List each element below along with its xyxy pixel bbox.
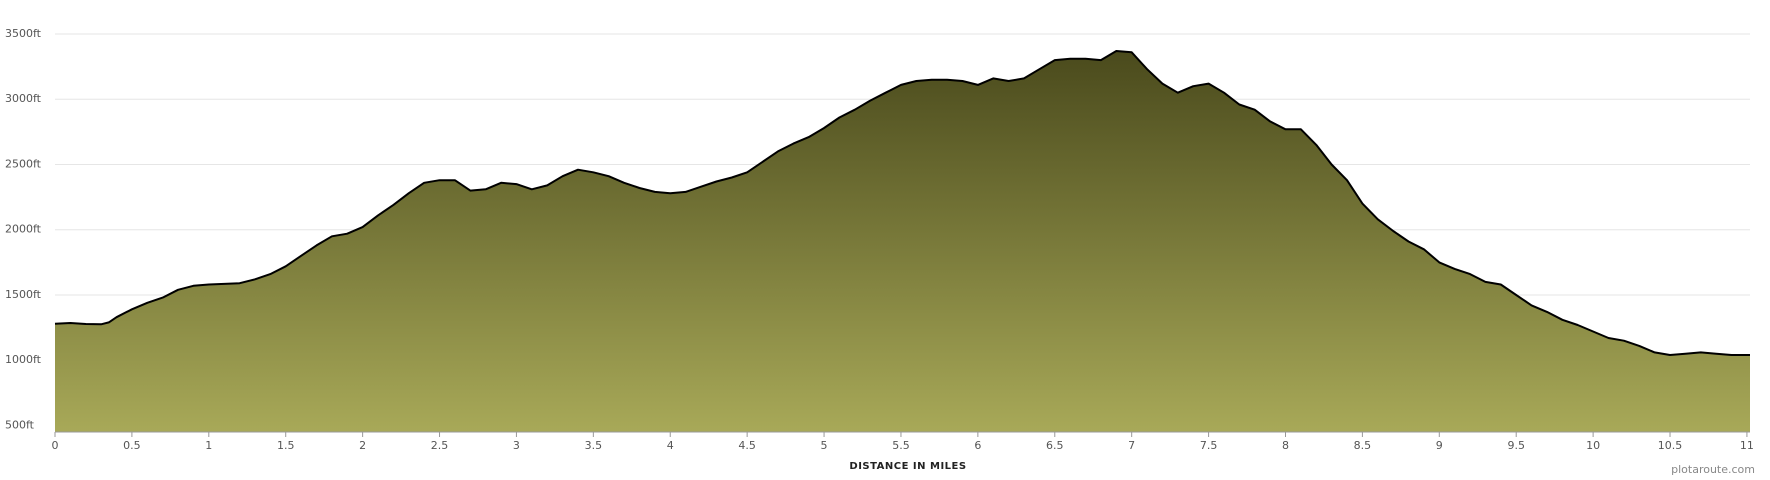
x-tick-label: 7 — [1128, 439, 1135, 452]
x-tick-label: 6 — [974, 439, 981, 452]
x-tick-label: 0.5 — [123, 439, 141, 452]
y-tick-label: 1000ft — [5, 353, 42, 366]
x-tick-label: 7.5 — [1200, 439, 1218, 452]
x-tick-label: 9.5 — [1507, 439, 1525, 452]
y-tick-label: 2500ft — [5, 157, 42, 170]
x-tick-label: 3.5 — [585, 439, 603, 452]
y-tick-label: 2000ft — [5, 223, 42, 236]
x-tick-label: 2.5 — [431, 439, 449, 452]
x-tick-label: 4.5 — [738, 439, 756, 452]
elevation-line — [54, 50, 1750, 356]
y-tick-label: 3500ft — [5, 27, 42, 40]
x-tick-label: 2 — [359, 439, 366, 452]
x-tick-label: 0 — [52, 439, 59, 452]
x-tick-label: 10.5 — [1658, 439, 1683, 452]
x-tick-label: 3 — [513, 439, 520, 452]
y-tick-label: 3000ft — [5, 92, 42, 105]
x-tick-label: 1.5 — [277, 439, 295, 452]
x-tick-label: 1 — [205, 439, 212, 452]
x-tick-label: 9 — [1436, 439, 1443, 452]
x-tick-label: 10 — [1586, 439, 1600, 452]
y-tick-label: 500ft — [5, 418, 35, 431]
credit: plotaroute.com — [1671, 463, 1755, 476]
x-tick-label: 8 — [1282, 439, 1289, 452]
x-tick-label: 6.5 — [1046, 439, 1064, 452]
x-tick-label: 5 — [821, 439, 828, 452]
x-tick-label: 4 — [667, 439, 674, 452]
y-tick-label: 1500ft — [5, 288, 42, 301]
x-tick-label: 8.5 — [1354, 439, 1372, 452]
x-tick-label: 11 — [1740, 439, 1754, 452]
x-tick-label: 5.5 — [892, 439, 910, 452]
elevation-area — [55, 51, 1750, 432]
x-axis-label: DISTANCE IN MILES — [849, 461, 966, 472]
